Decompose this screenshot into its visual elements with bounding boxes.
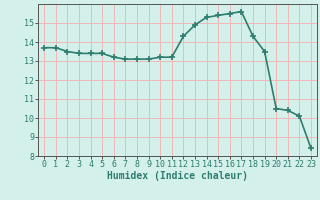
X-axis label: Humidex (Indice chaleur): Humidex (Indice chaleur) (107, 171, 248, 181)
